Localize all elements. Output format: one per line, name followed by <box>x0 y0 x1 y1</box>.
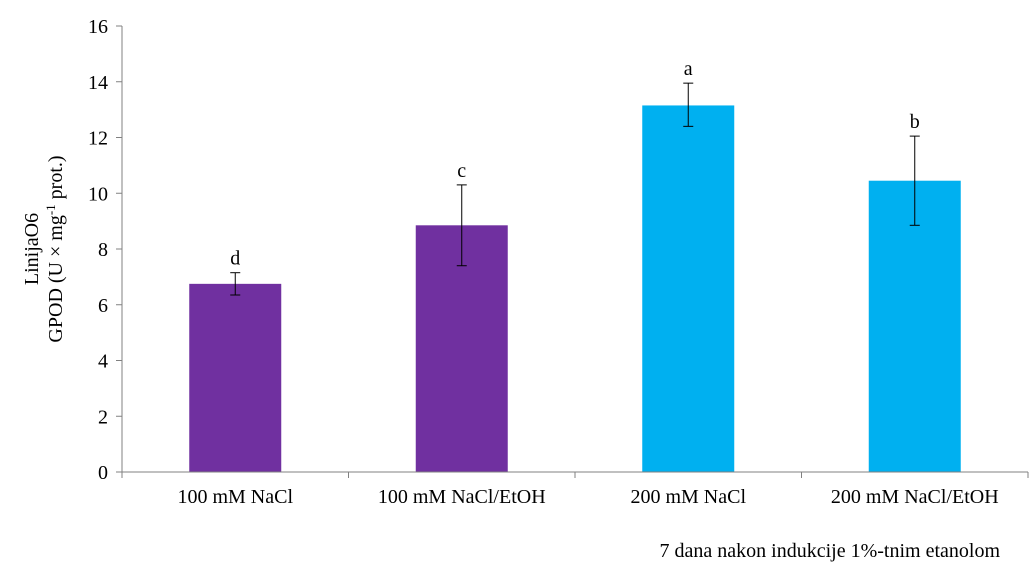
x-axis-category-labels: 100 mM NaCl 100 mM NaCl/EtOH 200 mM NaCl 20… <box>177 486 998 508</box>
y-tick-label: 8 <box>98 239 108 261</box>
significance-label: c <box>457 160 466 182</box>
x-category-label: 200 mM NaCl <box>630 486 746 508</box>
error-bars-group <box>230 82 920 296</box>
y-tick-label: 6 <box>98 295 108 317</box>
bar <box>415 225 508 472</box>
y-tick-label: 16 <box>88 16 108 38</box>
y-axis-title-main: GPOD (U × mg <box>45 215 67 342</box>
y-tick-label: 0 <box>98 462 108 484</box>
x-axis-title: 7 dana nakon indukcije 1%-tnim etanolom <box>660 540 1001 562</box>
significance-label: a <box>684 58 693 80</box>
bar <box>189 283 282 472</box>
bar <box>868 180 961 473</box>
significance-labels-group: d c a b <box>230 58 920 270</box>
y-tick-label: 2 <box>98 406 108 428</box>
y-axis-ticks: 0 2 4 6 8 10 12 14 16 <box>88 16 1029 484</box>
significance-label: b <box>910 111 920 133</box>
y-tick-label: 10 <box>88 183 108 205</box>
significance-label: d <box>230 248 240 270</box>
y-tick-label: 12 <box>88 128 108 150</box>
y-tick-label: 4 <box>98 351 108 373</box>
y-axis-title-unit: prot.) <box>45 155 67 204</box>
bar <box>642 105 735 472</box>
y-axis-title-line1: LinijaO6 <box>21 213 43 285</box>
y-tick-label: 14 <box>88 72 108 94</box>
x-category-label: 100 mM NaCl/EtOH <box>378 486 546 508</box>
bars-group <box>189 105 961 473</box>
y-axis-title-superscript: -1 <box>43 204 58 215</box>
y-axis-title-line2: GPOD (U × mg-1 prot.) <box>43 155 68 342</box>
x-category-label: 200 mM NaCl/EtOH <box>831 486 999 508</box>
x-category-label: 100 mM NaCl <box>177 486 293 508</box>
